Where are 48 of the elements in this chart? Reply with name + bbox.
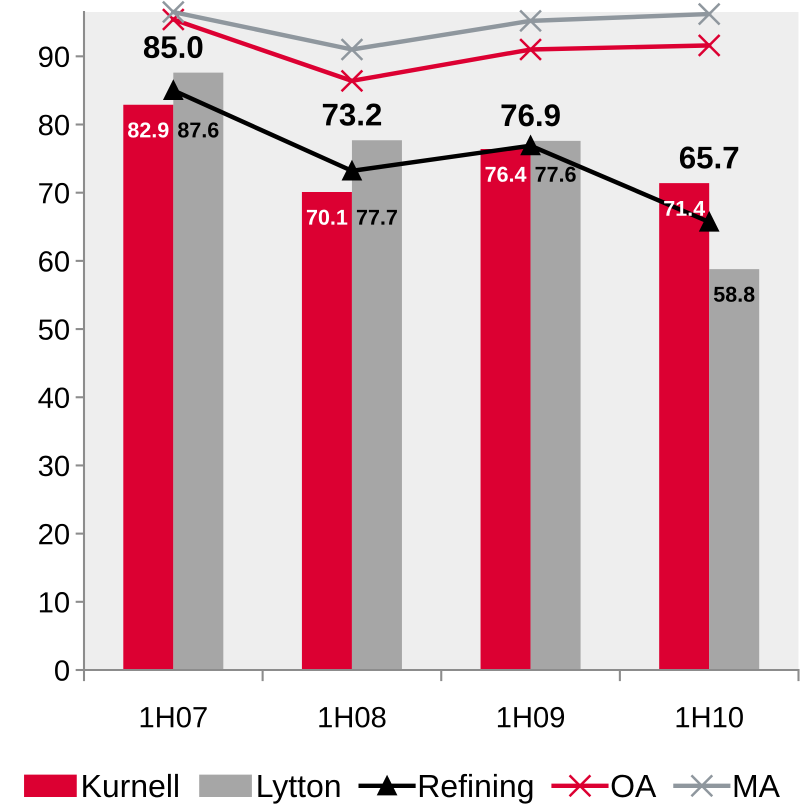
point [340,38,364,62]
y-tick-label: 80 [38,114,69,136]
y-tick-label: 0 [55,660,69,681]
data-label: 77.6 [536,166,576,182]
legend-label: Kurnell [83,774,178,798]
x-tick-label: 1H09 [498,706,564,728]
point [518,9,542,33]
legend-label: Lytton [258,775,340,804]
bar [302,192,352,670]
bar [480,149,531,670]
bar [123,104,174,670]
data-label: 76.9 [502,104,560,126]
y-tick-label: 40 [38,387,69,408]
data-label: 73.2 [322,104,382,126]
y-tick-label: 10 [40,592,69,613]
point [520,136,540,156]
data-label: 70.1 [306,210,348,225]
point [518,38,542,62]
legend-label: MA [734,775,780,798]
data-label: 65.7 [680,146,738,169]
x-tick-label: 1H10 [676,706,743,728]
bar [530,140,581,670]
bar [709,269,760,670]
point [698,34,721,58]
data-label: 87.6 [178,122,218,138]
y-tick-label: 30 [38,456,69,476]
bar [352,140,402,670]
y-tick-label: 20 [39,524,69,544]
point [698,2,721,26]
bar [659,183,710,670]
data-label: 76.4 [486,166,526,182]
data-label: 58.8 [714,286,754,302]
y-tick-label: 60 [39,251,69,272]
x-tick-label: 1H08 [319,706,386,728]
point [164,80,183,100]
point [340,69,364,93]
x-tick-label: 1H07 [140,706,207,728]
point [342,161,362,180]
legend-label: OA [612,774,656,798]
bar [173,72,224,670]
y-tick-label: 70 [39,182,69,204]
point [162,0,185,24]
y-tick-label: 50 [38,319,69,340]
y-tick-label: 90 [39,46,69,68]
data-label: 77.7 [356,210,397,225]
legend-label: Refining [420,774,532,804]
data-label: 85.0 [144,36,202,58]
data-label: 82.9 [128,122,168,138]
